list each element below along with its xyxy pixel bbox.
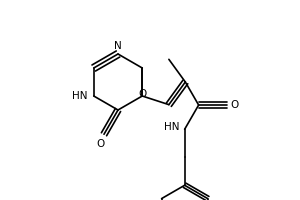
Text: N: N xyxy=(114,41,122,51)
Text: O: O xyxy=(97,139,105,149)
Text: O: O xyxy=(138,89,146,99)
Text: O: O xyxy=(231,100,239,110)
Text: HN: HN xyxy=(72,91,88,101)
Text: HN: HN xyxy=(164,122,180,132)
